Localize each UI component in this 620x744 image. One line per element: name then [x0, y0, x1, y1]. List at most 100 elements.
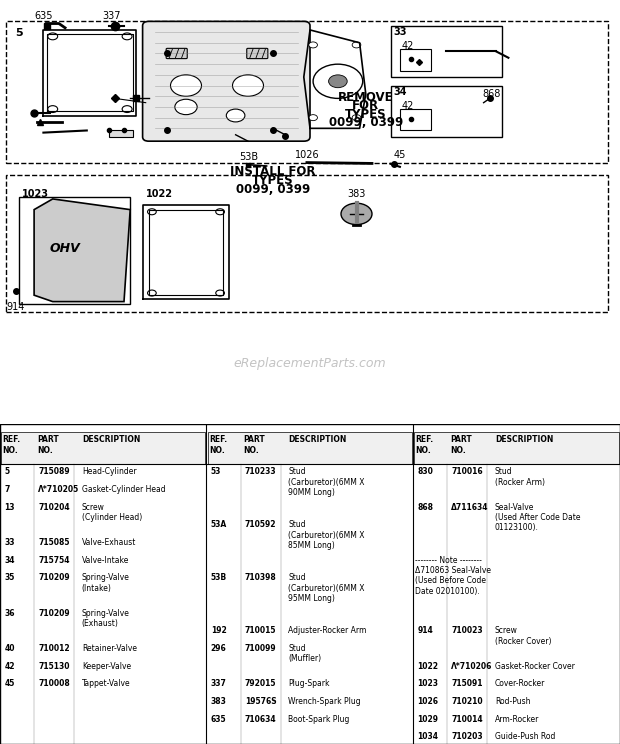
Text: eReplacementParts.com: eReplacementParts.com [234, 357, 386, 370]
Text: 710014: 710014 [451, 715, 483, 724]
Text: 635: 635 [211, 715, 226, 724]
Text: 5: 5 [16, 28, 23, 38]
Bar [400, 49, 431, 71]
Text: PART
NO.: PART NO. [37, 435, 59, 455]
Text: Spring-Valve
(Intake): Spring-Valve (Intake) [82, 574, 130, 593]
Text: 914: 914 [6, 302, 25, 312]
Text: Arm-Rocker: Arm-Rocker [495, 715, 539, 724]
Text: -------- Note --------
Δ710863 Seal-Valve
(Used Before Code
Date 02010100).: -------- Note -------- Δ710863 Seal-Valv… [415, 556, 492, 596]
Text: Gasket-Rocker Cover: Gasket-Rocker Cover [495, 661, 575, 670]
Text: 710233: 710233 [245, 467, 277, 476]
Text: Adjuster-Rocker Arm: Adjuster-Rocker Arm [288, 626, 366, 635]
Text: 34: 34 [394, 87, 407, 97]
Circle shape [175, 99, 197, 115]
Text: Screw
(Cylinder Head): Screw (Cylinder Head) [82, 503, 142, 522]
Text: 635: 635 [34, 11, 53, 22]
Text: 868: 868 [417, 503, 433, 512]
Circle shape [232, 75, 264, 96]
Text: 45: 45 [4, 679, 15, 688]
Text: Stud
(Muffler): Stud (Muffler) [288, 644, 321, 664]
Text: 710209: 710209 [38, 574, 70, 583]
Text: Cover-Rocker: Cover-Rocker [495, 679, 545, 688]
Text: 868: 868 [482, 89, 501, 98]
Text: 715754: 715754 [38, 556, 70, 565]
Text: PART
NO.: PART NO. [450, 435, 472, 455]
Bar [1, 432, 205, 464]
Text: 710008: 710008 [38, 679, 70, 688]
Text: Retainer-Valve: Retainer-Valve [82, 644, 137, 653]
FancyBboxPatch shape [143, 22, 310, 141]
Text: 383: 383 [211, 697, 227, 706]
Text: 337: 337 [102, 11, 121, 22]
Text: 715089: 715089 [38, 467, 70, 476]
Text: 830: 830 [417, 467, 433, 476]
Text: 19576S: 19576S [245, 697, 277, 706]
Text: TYPES: TYPES [252, 174, 294, 187]
Text: TYPES: TYPES [345, 108, 387, 121]
Text: INSTALL FOR: INSTALL FOR [230, 165, 316, 179]
Text: Stud
(Carburetor)(6MM X
90MM Long): Stud (Carburetor)(6MM X 90MM Long) [288, 467, 365, 497]
Circle shape [226, 109, 245, 122]
Text: 42: 42 [402, 101, 414, 111]
Text: 383: 383 [347, 189, 366, 199]
Text: Guide-Push Rod: Guide-Push Rod [495, 732, 555, 742]
Text: Valve-Intake: Valve-Intake [82, 556, 129, 565]
Text: 35: 35 [4, 574, 15, 583]
Text: 715091: 715091 [451, 679, 483, 688]
Text: 710398: 710398 [245, 574, 277, 583]
Text: OHV: OHV [50, 243, 81, 255]
Text: 53B: 53B [211, 574, 227, 583]
Text: 710203: 710203 [451, 732, 483, 742]
Text: 1034: 1034 [417, 732, 438, 742]
Text: Screw
(Rocker Cover): Screw (Rocker Cover) [495, 626, 551, 646]
Text: DESCRIPTION: DESCRIPTION [82, 435, 140, 444]
Text: 42: 42 [402, 41, 414, 51]
Circle shape [170, 75, 202, 96]
FancyBboxPatch shape [391, 25, 502, 77]
Text: 34: 34 [4, 556, 15, 565]
Text: 5: 5 [4, 467, 9, 476]
Text: Tappet-Valve: Tappet-Valve [82, 679, 130, 688]
Bar [208, 432, 412, 464]
Text: 45: 45 [394, 150, 406, 160]
Text: 296: 296 [211, 644, 226, 653]
Text: 710592: 710592 [245, 520, 277, 529]
Text: 710210: 710210 [451, 697, 483, 706]
Text: Valve-Exhaust: Valve-Exhaust [82, 538, 136, 547]
Text: REF.
NO.: REF. NO. [415, 435, 433, 455]
Text: Stud
(Carburetor)(6MM X
95MM Long): Stud (Carburetor)(6MM X 95MM Long) [288, 574, 365, 603]
Text: 710023: 710023 [451, 626, 483, 635]
Circle shape [352, 115, 361, 121]
Text: 53A: 53A [211, 520, 227, 529]
Text: 710015: 710015 [245, 626, 277, 635]
Text: 792015: 792015 [245, 679, 277, 688]
FancyBboxPatch shape [166, 48, 187, 59]
Text: Λ*710206: Λ*710206 [451, 661, 493, 670]
Text: Seal-Valve
(Used After Code Date
01123100).: Seal-Valve (Used After Code Date 0112310… [495, 503, 580, 533]
Text: 710099: 710099 [245, 644, 277, 653]
Text: REF.
NO.: REF. NO. [2, 435, 20, 455]
Text: 1026: 1026 [417, 697, 438, 706]
Text: 1026: 1026 [294, 150, 319, 160]
Text: Wrench-Spark Plug: Wrench-Spark Plug [288, 697, 361, 706]
Text: 33: 33 [394, 27, 407, 37]
Text: 710634: 710634 [245, 715, 277, 724]
Text: 53B: 53B [239, 153, 258, 162]
FancyBboxPatch shape [19, 196, 130, 304]
Text: 42: 42 [4, 661, 15, 670]
Circle shape [309, 42, 317, 48]
Bar [108, 130, 133, 137]
Circle shape [329, 75, 347, 88]
Text: 192: 192 [211, 626, 226, 635]
Text: 710209: 710209 [38, 609, 70, 618]
Text: REF.
NO.: REF. NO. [209, 435, 227, 455]
Text: 710016: 710016 [451, 467, 483, 476]
Text: 715130: 715130 [38, 661, 70, 670]
Text: FOR: FOR [352, 99, 379, 112]
Circle shape [341, 203, 372, 225]
Text: Δ711634: Δ711634 [451, 503, 489, 512]
Text: 1023: 1023 [22, 189, 49, 199]
FancyBboxPatch shape [391, 86, 502, 137]
Circle shape [309, 115, 317, 121]
Text: 0099, 0399: 0099, 0399 [236, 182, 310, 196]
